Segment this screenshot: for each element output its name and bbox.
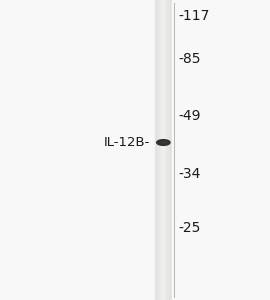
Text: IL-12B-: IL-12B- <box>103 136 150 149</box>
Text: -85: -85 <box>178 52 201 65</box>
Ellipse shape <box>156 139 171 146</box>
Text: -49: -49 <box>178 109 201 122</box>
Text: -34: -34 <box>178 167 201 181</box>
Text: -25: -25 <box>178 221 201 235</box>
Text: -117: -117 <box>178 10 210 23</box>
Ellipse shape <box>159 141 168 144</box>
